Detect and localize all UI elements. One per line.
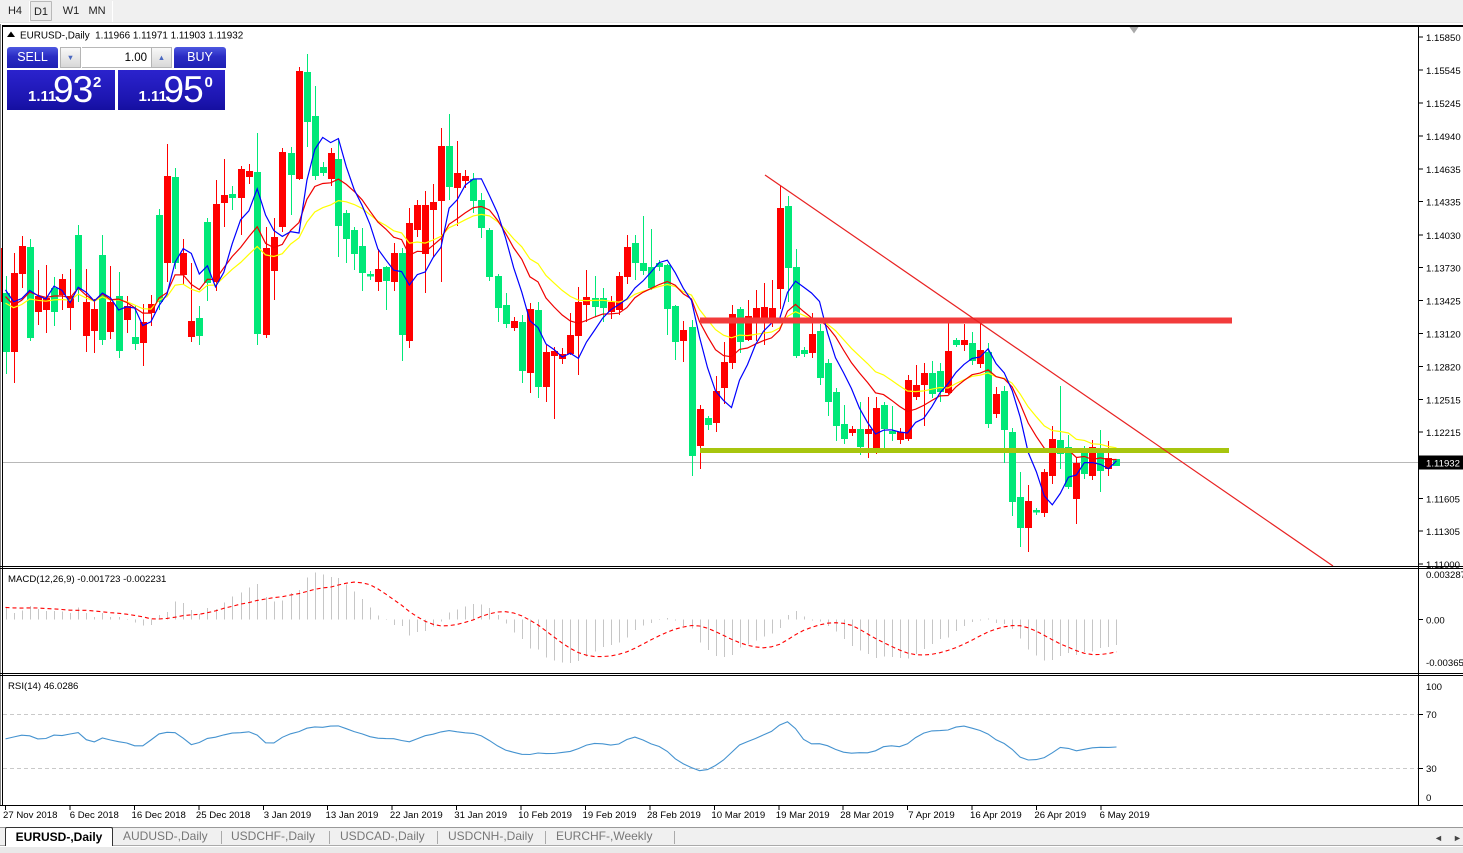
svg-text:1.12215: 1.12215 xyxy=(1426,428,1461,439)
svg-text:1.14335: 1.14335 xyxy=(1426,198,1461,209)
svg-text:1.12820: 1.12820 xyxy=(1426,362,1461,373)
svg-text:28 Feb 2019: 28 Feb 2019 xyxy=(647,810,701,821)
svg-text:1.14635: 1.14635 xyxy=(1426,165,1461,176)
svg-text:16 Apr 2019: 16 Apr 2019 xyxy=(970,810,1022,821)
svg-text:7 Apr 2019: 7 Apr 2019 xyxy=(908,810,954,821)
svg-text:25 Dec 2018: 25 Dec 2018 xyxy=(196,810,250,821)
svg-text:1.14030: 1.14030 xyxy=(1426,231,1461,242)
svg-text:RSI(14) 46.0286: RSI(14) 46.0286 xyxy=(8,681,78,692)
svg-text:10 Feb 2019: 10 Feb 2019 xyxy=(518,810,572,821)
svg-text:28 Mar 2019: 28 Mar 2019 xyxy=(840,810,894,821)
svg-text:27 Nov 2018: 27 Nov 2018 xyxy=(3,810,57,821)
svg-text:22 Jan 2019: 22 Jan 2019 xyxy=(390,810,443,821)
svg-text:1.11000: 1.11000 xyxy=(1426,560,1460,571)
svg-text:1.12515: 1.12515 xyxy=(1426,395,1461,406)
svg-text:0.003287: 0.003287 xyxy=(1426,570,1463,581)
svg-text:30: 30 xyxy=(1426,764,1437,775)
svg-text:-0.003659: -0.003659 xyxy=(1426,658,1463,669)
svg-text:31 Jan 2019: 31 Jan 2019 xyxy=(454,810,507,821)
svg-text:13 Jan 2019: 13 Jan 2019 xyxy=(325,810,378,821)
svg-text:6 May 2019: 6 May 2019 xyxy=(1100,810,1150,821)
svg-text:100: 100 xyxy=(1426,682,1442,693)
svg-text:26 Apr 2019: 26 Apr 2019 xyxy=(1034,810,1086,821)
svg-text:1.11605: 1.11605 xyxy=(1426,494,1460,505)
svg-text:6 Dec 2018: 6 Dec 2018 xyxy=(70,810,119,821)
svg-text:19 Feb 2019: 19 Feb 2019 xyxy=(583,810,637,821)
svg-text:70: 70 xyxy=(1426,710,1437,721)
svg-text:19 Mar 2019: 19 Mar 2019 xyxy=(776,810,830,821)
svg-text:0.00: 0.00 xyxy=(1426,616,1445,627)
svg-text:1.14940: 1.14940 xyxy=(1426,132,1461,143)
svg-text:1.15850: 1.15850 xyxy=(1426,33,1461,44)
svg-text:1.13120: 1.13120 xyxy=(1426,330,1461,341)
svg-text:1.13730: 1.13730 xyxy=(1426,263,1461,274)
svg-text:EURUSD-,Daily 1.11966 1.11971: EURUSD-,Daily 1.11966 1.11971 1.11903 1.… xyxy=(20,31,243,42)
svg-text:10 Mar 2019: 10 Mar 2019 xyxy=(711,810,765,821)
svg-text:3 Jan 2019: 3 Jan 2019 xyxy=(264,810,311,821)
svg-text:0: 0 xyxy=(1426,793,1431,804)
svg-text:MACD(12,26,9) -0.001723 -0.002: MACD(12,26,9) -0.001723 -0.002231 xyxy=(8,574,166,585)
svg-text:1.11305: 1.11305 xyxy=(1426,527,1460,538)
svg-text:16 Dec 2018: 16 Dec 2018 xyxy=(131,810,185,821)
svg-text:1.15545: 1.15545 xyxy=(1426,66,1461,77)
svg-text:1.13425: 1.13425 xyxy=(1426,297,1461,308)
svg-text:1.15245: 1.15245 xyxy=(1426,99,1461,110)
svg-text:1.11932: 1.11932 xyxy=(1426,459,1460,470)
